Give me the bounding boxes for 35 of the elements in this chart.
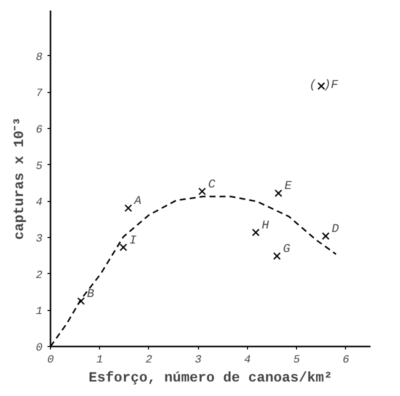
y-axis-title: capturas x 10⁻³ — [12, 117, 28, 240]
annotation: ( )F — [309, 78, 339, 92]
y-tick-label: 6 — [36, 124, 43, 137]
point — [77, 297, 85, 305]
point — [198, 188, 206, 196]
x-tick-label: 1 — [96, 354, 104, 366]
x-tick-label: 0 — [47, 354, 54, 366]
x-tick-label: 3 — [194, 354, 202, 366]
annotation: E — [284, 179, 292, 194]
y-tick-label: 1 — [36, 306, 43, 318]
annotation: C — [208, 177, 216, 192]
annotation: G — [282, 242, 291, 256]
annotation: I — [129, 233, 137, 248]
y-tick-label: 7 — [36, 88, 43, 100]
y-tick-label: 4 — [36, 197, 43, 210]
annotation: B — [87, 287, 94, 302]
x-tick-label: 4 — [244, 354, 251, 366]
y-tick-label: 5 — [36, 160, 43, 173]
point — [120, 244, 128, 252]
point — [274, 189, 282, 198]
y-tick-label: 2 — [36, 270, 43, 282]
x-tick-label: 5 — [293, 354, 300, 366]
point — [273, 252, 281, 260]
y-tick-label: 8 — [36, 52, 43, 64]
x-axis-title: Esforço, número de canoas/km² — [88, 370, 332, 386]
point — [322, 232, 330, 240]
annotation: D — [332, 222, 339, 236]
point — [124, 204, 132, 212]
point — [252, 228, 260, 236]
annotation: H — [262, 218, 270, 232]
x-tick-label: 6 — [342, 354, 350, 366]
y-tick-label: 0 — [36, 342, 43, 354]
y-tick-label: 3 — [36, 234, 43, 246]
x-tick-label: 2 — [146, 354, 153, 366]
annotation: A — [133, 194, 142, 208]
